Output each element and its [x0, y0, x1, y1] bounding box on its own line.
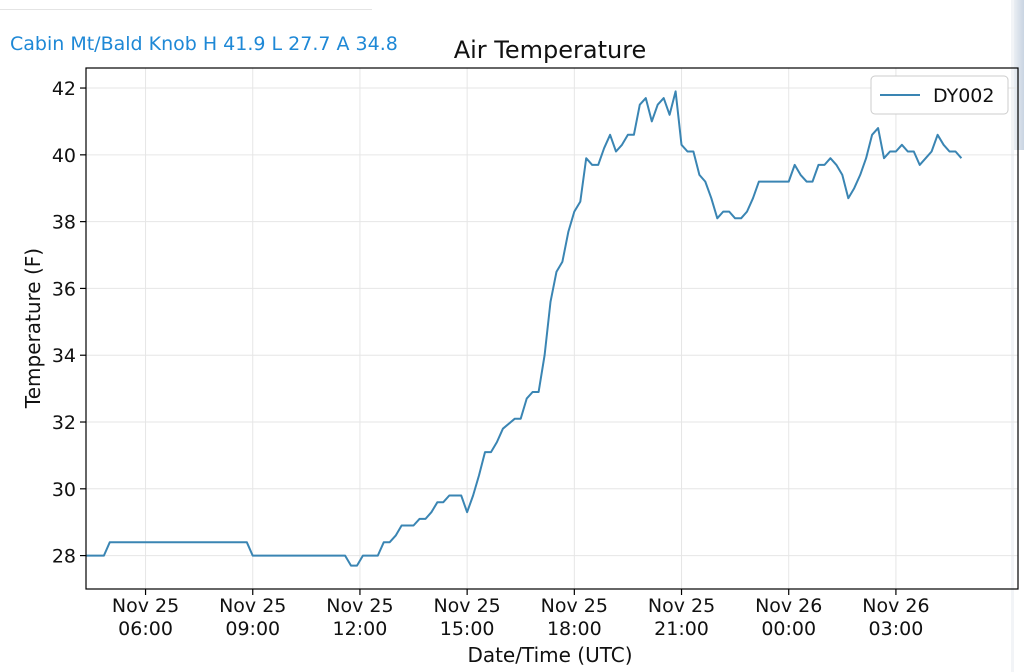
series-line-dy002: [86, 90, 963, 567]
chart-title: Air Temperature: [454, 36, 647, 64]
station-summary-link[interactable]: Cabin Mt/Bald Knob H 41.9 L 27.7 A 34.8: [10, 33, 398, 55]
top-divider: [0, 9, 372, 10]
x-tick-label-date: Nov 25: [219, 595, 286, 617]
y-tick-label: 34: [52, 345, 76, 367]
x-tick-label-time: 15:00: [440, 618, 495, 640]
y-tick-label: 40: [52, 145, 76, 167]
grid-lines: [86, 68, 1018, 589]
x-tick-label-date: Nov 25: [541, 595, 608, 617]
x-axis-label: Date/Time (UTC): [467, 643, 632, 667]
x-tick-label-time: 12:00: [333, 618, 388, 640]
x-tick-label-date: Nov 26: [755, 595, 822, 617]
legend: DY002: [870, 75, 1009, 115]
x-tick-label-time: 09:00: [225, 618, 280, 640]
y-tick-label: 42: [52, 78, 76, 100]
right-edge-handle: [1014, 0, 1024, 150]
x-tick-label-time: 00:00: [761, 618, 816, 640]
x-tick-label-time: 03:00: [869, 618, 924, 640]
plot-frame: [85, 67, 1019, 590]
legend-box: [870, 75, 1009, 115]
x-tick-label-date: Nov 26: [862, 595, 929, 617]
y-tick-label: 28: [52, 546, 76, 568]
right-edge-shadow: [1011, 0, 1014, 672]
y-tick-label: 36: [52, 278, 76, 300]
y-tick-label: 38: [52, 212, 76, 234]
series-lines: [86, 90, 963, 567]
x-tick-label-time: 06:00: [118, 618, 173, 640]
y-axis-label: Temperature (F): [21, 248, 45, 409]
x-tick-label-time: 21:00: [654, 618, 709, 640]
x-tick-label-date: Nov 25: [326, 595, 393, 617]
x-tick-label-time: 18:00: [547, 618, 602, 640]
y-axis-ticks: 28 30 32 34 36 38 40 42: [52, 78, 86, 568]
x-tick-label-date: Nov 25: [112, 595, 179, 617]
y-tick-label: 32: [52, 412, 76, 434]
plot-frame-rect: [85, 67, 1019, 590]
x-tick-label-date: Nov 25: [648, 595, 715, 617]
y-tick-label: 30: [52, 479, 76, 501]
x-tick-label-date: Nov 25: [433, 595, 500, 617]
legend-label: DY002: [933, 85, 994, 107]
